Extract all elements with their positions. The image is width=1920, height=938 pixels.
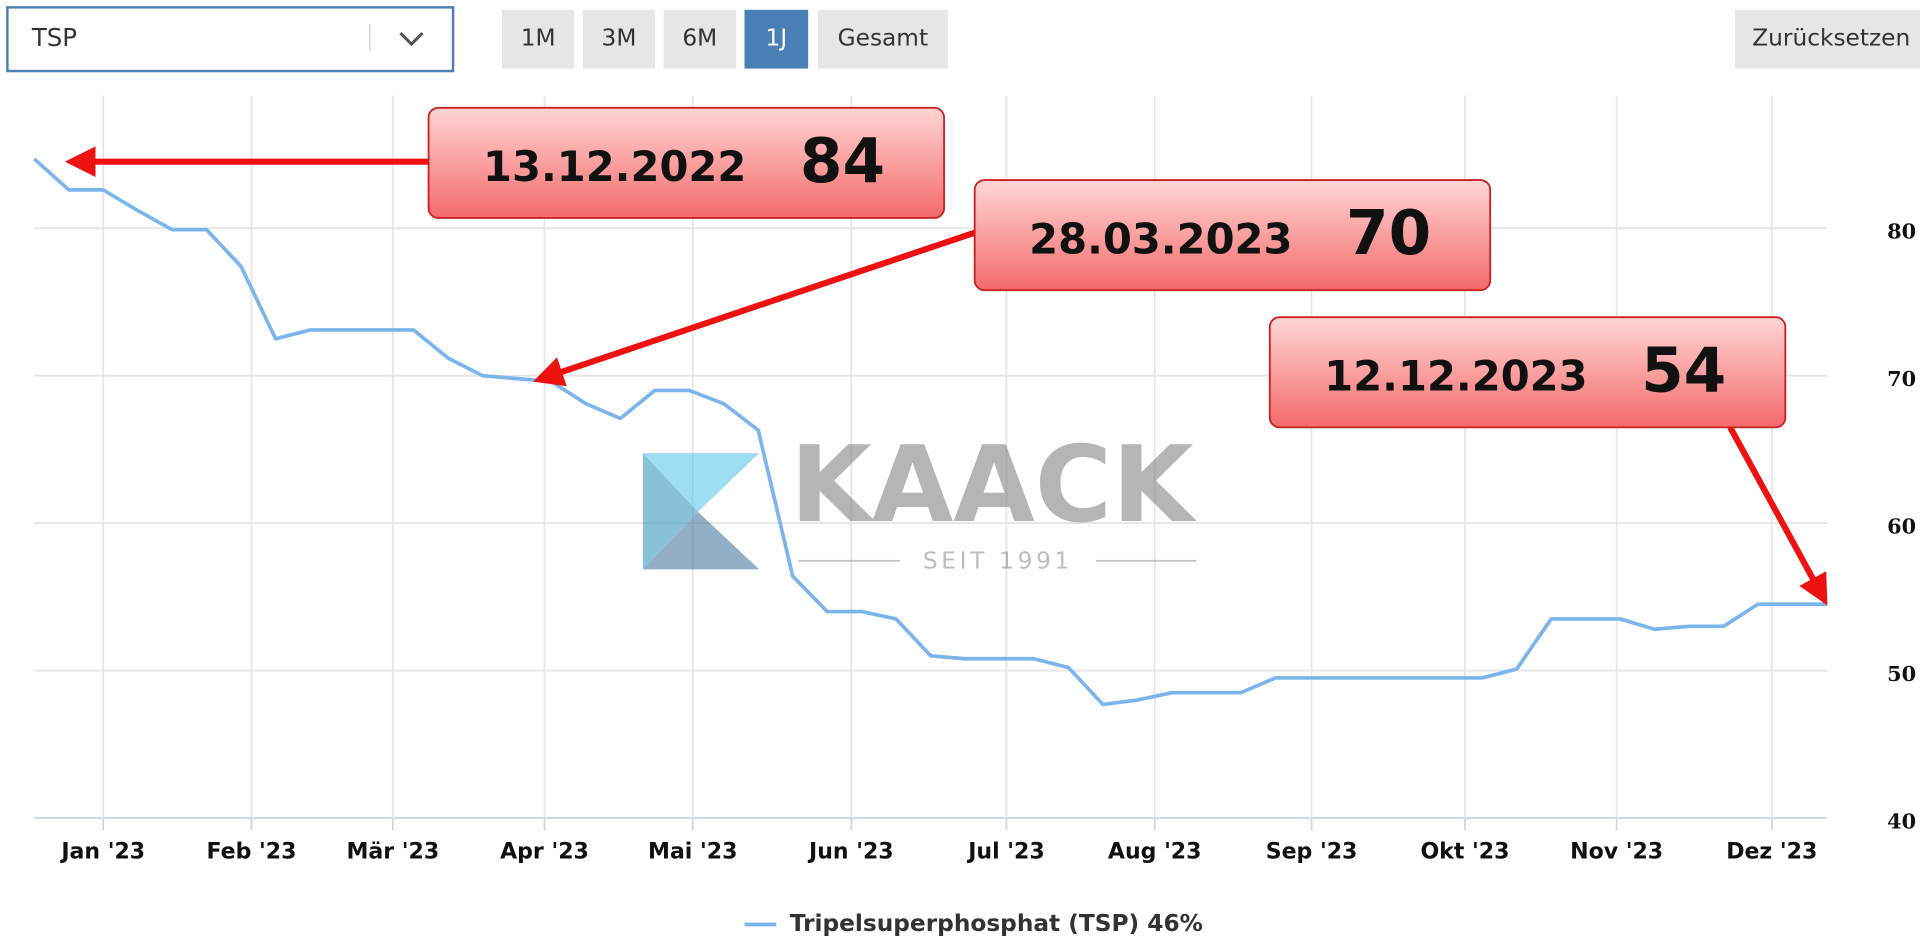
annotation-value: 70 xyxy=(1346,198,1431,269)
range-button[interactable] xyxy=(744,9,809,69)
x-tick-label: Sep '23 xyxy=(1266,839,1358,864)
annotation-date: 28.03.2023 xyxy=(1029,214,1292,263)
x-tick-label: Dez '23 xyxy=(1726,839,1817,864)
select-box[interactable] xyxy=(6,6,455,73)
x-tick-label: Jan '23 xyxy=(59,839,145,864)
range-label: 6M xyxy=(682,25,717,52)
range-label: 1J xyxy=(765,25,787,52)
annotation-box xyxy=(427,106,945,219)
x-tick-label: Apr '23 xyxy=(500,839,589,864)
y-tick-label: 40 xyxy=(1887,808,1916,833)
dropdown-icon[interactable] xyxy=(399,31,424,47)
x-tick-label: Nov '23 xyxy=(1570,839,1663,864)
legend-label: Tripelsuperphosphat (TSP) 46% xyxy=(790,910,1203,937)
annotation-value: 84 xyxy=(800,126,885,197)
annotation-value: 54 xyxy=(1641,335,1726,406)
y-tick-label: 60 xyxy=(1887,514,1916,539)
x-tick-label: Jun '23 xyxy=(807,839,894,864)
reset-button[interactable] xyxy=(1735,9,1920,69)
annotation-box xyxy=(973,179,1492,292)
annotation-arrow xyxy=(532,229,976,387)
range-label: 1M xyxy=(521,25,556,52)
series-line xyxy=(33,157,1827,707)
watermark-name: KAACK xyxy=(790,423,1197,546)
reset-label: Zurücksetzen xyxy=(1752,25,1910,52)
range-button[interactable] xyxy=(817,9,948,69)
select-value: TSP xyxy=(31,23,77,52)
range-button[interactable] xyxy=(582,9,656,69)
range-button[interactable] xyxy=(663,9,736,69)
watermark-tagline: SEIT 1991 xyxy=(923,548,1073,575)
range-label: Gesamt xyxy=(838,25,928,52)
x-tick-label: Mär '23 xyxy=(346,839,439,864)
range-button[interactable] xyxy=(502,9,575,69)
x-tick-label: Jul '23 xyxy=(966,839,1045,864)
watermark: KAACK SEIT 1991 xyxy=(642,423,1197,575)
x-tick-label: Mai '23 xyxy=(648,839,737,864)
annotation-date: 13.12.2022 xyxy=(483,142,746,191)
annotation-box xyxy=(1268,316,1787,429)
x-tick-label: Aug '23 xyxy=(1108,839,1202,864)
y-tick-label: 70 xyxy=(1887,366,1916,391)
range-label: 3M xyxy=(602,25,637,52)
x-tick-label: Feb '23 xyxy=(206,839,296,864)
annotation-date: 12.12.2023 xyxy=(1324,352,1587,401)
y-tick-label: 50 xyxy=(1887,661,1916,686)
y-tick-label: 80 xyxy=(1887,219,1916,244)
annotation-arrow xyxy=(1727,425,1828,606)
x-tick-label: Okt '23 xyxy=(1420,839,1509,864)
